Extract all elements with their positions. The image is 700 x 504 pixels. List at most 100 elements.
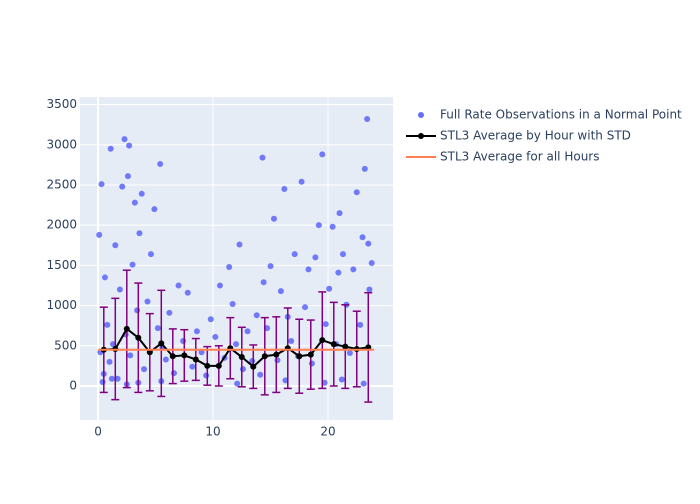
line-marker (273, 351, 280, 358)
legend-item: STL3 Average by Hour with STD (406, 129, 631, 143)
point (216, 282, 223, 289)
point (136, 230, 143, 237)
point (253, 312, 260, 319)
point (99, 378, 106, 385)
point (336, 210, 343, 217)
point (239, 366, 246, 373)
point (368, 259, 375, 266)
point (112, 242, 119, 249)
legend-label: STL3 Average by Hour with STD (440, 129, 631, 143)
point (277, 288, 284, 295)
point (353, 189, 360, 196)
point (338, 376, 345, 383)
point (360, 380, 367, 387)
point (193, 328, 200, 335)
point (207, 316, 214, 323)
line-marker (204, 362, 211, 369)
point (335, 269, 342, 276)
y-tick-label: 3500 (46, 97, 77, 111)
point (366, 286, 373, 293)
point (121, 136, 128, 143)
point (359, 234, 366, 241)
x-tick-label: 20 (320, 425, 335, 439)
y-tick-label: 1500 (46, 258, 77, 272)
point (108, 375, 115, 382)
point (236, 241, 243, 248)
point (312, 254, 319, 261)
point (189, 363, 196, 370)
point (233, 341, 240, 348)
point (134, 307, 141, 314)
point (110, 341, 117, 348)
plot-background (80, 97, 393, 420)
point (315, 222, 322, 229)
marks (96, 116, 375, 403)
x-tick-label: 10 (205, 425, 220, 439)
point (229, 300, 236, 307)
line-marker (123, 325, 130, 332)
line-marker (215, 362, 222, 369)
point (107, 145, 114, 152)
point (234, 380, 241, 387)
point (308, 360, 315, 367)
point (339, 251, 346, 258)
point (154, 325, 161, 332)
legend-label: Full Rate Observations in a Normal Point (440, 108, 682, 122)
point (350, 266, 357, 273)
x-tick-label: 0 (94, 425, 102, 439)
y-tick-label: 500 (54, 338, 77, 352)
point (138, 190, 145, 197)
y-tick-label: 2000 (46, 218, 77, 232)
point (157, 161, 164, 168)
point (170, 370, 177, 377)
point (267, 263, 274, 270)
point (270, 215, 277, 222)
point (226, 263, 233, 270)
point (346, 350, 353, 357)
legend-item: Full Rate Observations in a Normal Point (418, 108, 682, 122)
line-marker (135, 334, 142, 341)
point (127, 352, 134, 359)
line-marker (192, 356, 199, 363)
point (184, 289, 191, 296)
point (329, 223, 336, 230)
point (365, 240, 372, 247)
line-marker (181, 352, 188, 359)
y-tick-label: 1000 (46, 298, 77, 312)
point (212, 333, 219, 340)
point (126, 142, 133, 149)
point (288, 337, 295, 344)
line-marker (307, 351, 314, 358)
line-marker (158, 340, 165, 347)
line-marker (169, 353, 176, 360)
point (274, 357, 281, 364)
point (147, 251, 154, 258)
point (357, 321, 364, 328)
point (106, 358, 113, 365)
point (104, 321, 111, 328)
line-marker (238, 354, 245, 361)
point (124, 173, 131, 180)
y-tick-label: 3000 (46, 137, 77, 151)
line-marker (296, 353, 303, 360)
point (119, 183, 126, 190)
point (259, 154, 266, 161)
point (322, 321, 329, 328)
y-tick-label: 2500 (46, 177, 77, 191)
line-marker (250, 363, 257, 370)
line-marker (319, 337, 326, 344)
point (175, 282, 182, 289)
point (162, 356, 169, 363)
point (98, 181, 105, 188)
point (257, 371, 264, 378)
legend-swatch (418, 112, 424, 118)
point (96, 231, 103, 238)
legend-item: STL3 Average for all Hours (406, 150, 599, 164)
point (326, 285, 333, 292)
point (129, 261, 136, 268)
point (260, 279, 267, 286)
point (364, 116, 371, 123)
point (321, 379, 328, 386)
line-marker (342, 343, 349, 350)
